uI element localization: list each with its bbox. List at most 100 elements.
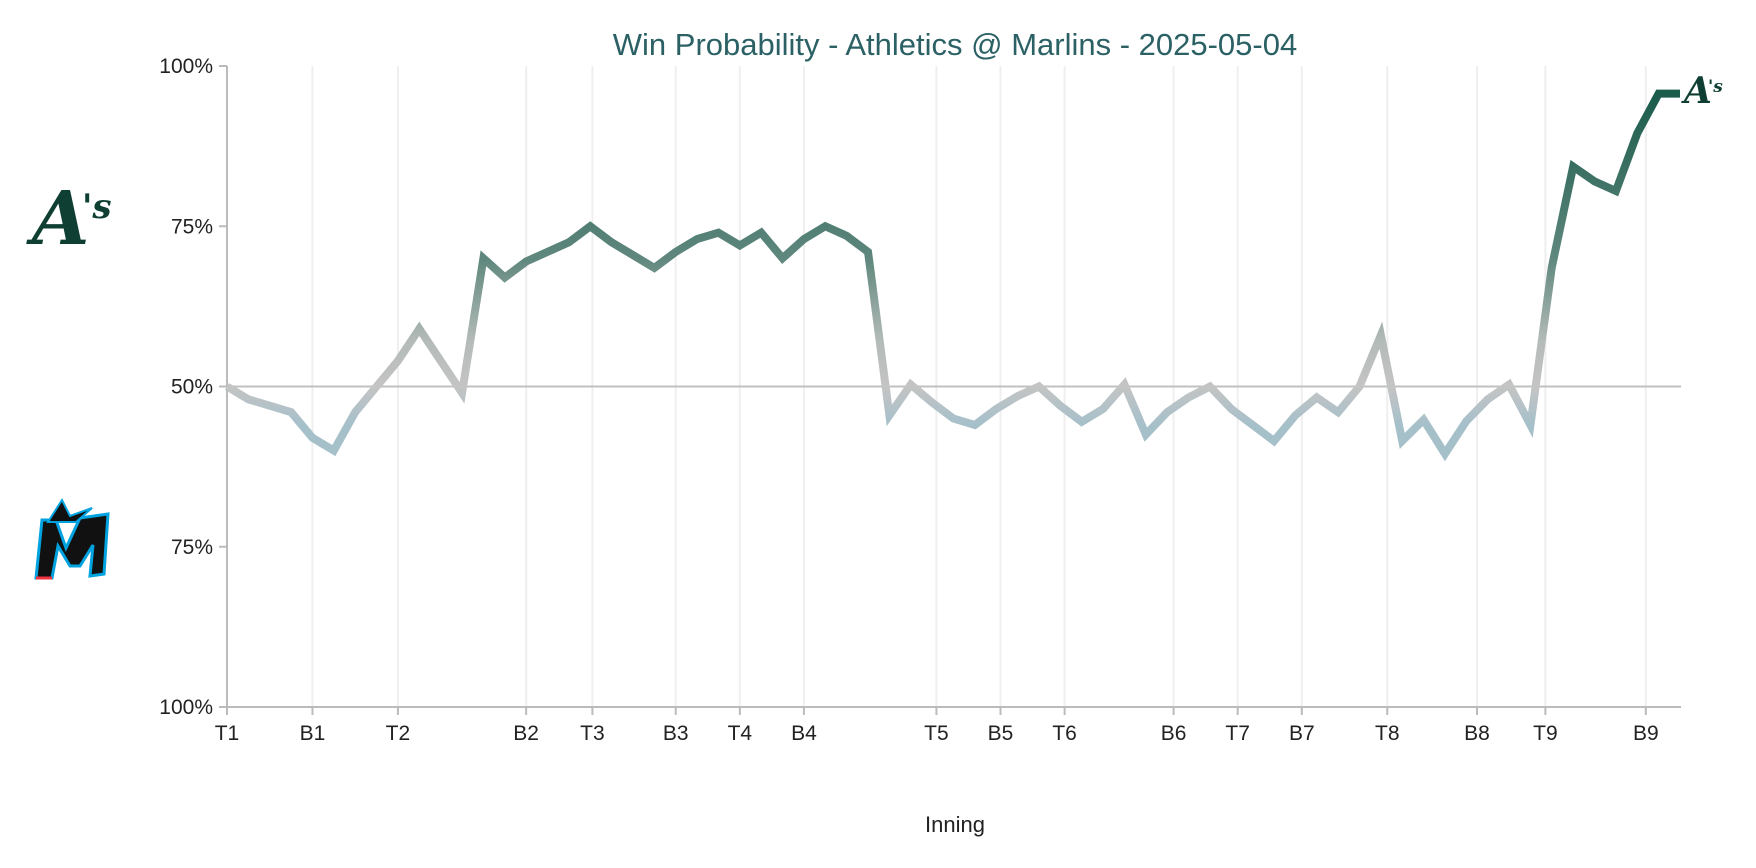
data-point <box>821 222 829 230</box>
data-point <box>1548 263 1556 271</box>
data-point <box>779 254 787 262</box>
x-tick-label: T4 <box>728 722 753 745</box>
data-point <box>522 258 530 266</box>
athletics-logo: A 's <box>26 176 112 262</box>
data-point <box>1014 392 1022 400</box>
svg-text:A: A <box>1681 70 1712 112</box>
x-tick-label: T8 <box>1375 722 1400 745</box>
data-point <box>1484 395 1492 403</box>
y-tick-label: 75% <box>171 215 213 238</box>
data-point <box>394 357 402 365</box>
data-point <box>308 434 316 442</box>
data-point <box>800 235 808 243</box>
x-tick-label: B8 <box>1464 722 1490 745</box>
data-point <box>586 222 594 230</box>
data-point <box>415 325 423 333</box>
data-point <box>1334 408 1342 416</box>
data-point <box>714 229 722 237</box>
y-tick-label: 100% <box>159 55 213 78</box>
data-point <box>1676 90 1684 98</box>
data-point <box>1505 381 1513 389</box>
data-point <box>1120 381 1128 389</box>
data-point <box>373 383 381 391</box>
data-point <box>1313 393 1321 401</box>
data-point <box>1355 383 1363 391</box>
data-point <box>458 389 466 397</box>
data-point <box>1249 421 1257 429</box>
x-tick-label: T7 <box>1225 722 1250 745</box>
data-point <box>1569 163 1577 171</box>
data-point <box>244 395 252 403</box>
chart-title: Win Probability - Athletics @ Marlins - … <box>613 27 1297 62</box>
data-point <box>885 411 893 419</box>
x-tick-label: B6 <box>1161 722 1187 745</box>
data-point <box>736 241 744 249</box>
marlins-logo <box>34 497 110 580</box>
y-tick-label: 50% <box>171 376 213 399</box>
x-tick-label: T2 <box>386 722 411 745</box>
data-point <box>501 274 509 282</box>
data-point <box>907 381 915 389</box>
data-point <box>1270 437 1278 445</box>
data-point <box>1377 331 1385 339</box>
data-point <box>693 235 701 243</box>
svg-text:'s: 's <box>82 187 112 227</box>
data-point <box>672 248 680 256</box>
data-point <box>1206 383 1214 391</box>
x-tick-label: T5 <box>924 722 949 745</box>
data-point <box>1633 129 1641 137</box>
x-tick-label: T3 <box>580 722 605 745</box>
data-point <box>1099 405 1107 413</box>
data-point <box>1612 187 1620 195</box>
x-tick-label: B1 <box>300 722 326 745</box>
x-axis-title: Inning <box>925 812 985 837</box>
data-point <box>1441 450 1449 458</box>
x-tick-label: B5 <box>988 722 1014 745</box>
data-point <box>479 254 487 262</box>
win-probability-line <box>224 89 1680 462</box>
grid <box>226 66 1681 707</box>
data-point <box>1227 405 1235 413</box>
data-point <box>1420 416 1428 424</box>
x-tick-label: T1 <box>215 722 240 745</box>
data-point <box>1398 437 1406 445</box>
data-point <box>1526 421 1534 429</box>
data-point <box>950 415 958 423</box>
data-point <box>1163 408 1171 416</box>
data-point <box>266 402 274 410</box>
data-point <box>351 408 359 416</box>
data-point <box>608 238 616 246</box>
data-point <box>544 248 552 256</box>
axes: T1 B1 T2 B2 T3 B3 T4 B4 T5 B5 T6 B6 T7 B7 T8 B8 T9 B9 100%… <box>159 55 1681 745</box>
x-tick-label: B4 <box>791 722 817 745</box>
y-tick-label: 75% <box>171 536 213 559</box>
data-point <box>992 405 1000 413</box>
data-point <box>565 238 573 246</box>
data-point <box>1462 417 1470 425</box>
data-point <box>287 408 295 416</box>
data-point <box>650 264 658 272</box>
data-point <box>437 357 445 365</box>
athletics-endpoint-logo: A 's <box>1681 70 1723 112</box>
data-point <box>971 421 979 429</box>
data-point <box>1142 431 1150 439</box>
x-tick-label: B2 <box>513 722 539 745</box>
data-point <box>1655 90 1663 98</box>
data-point <box>864 248 872 256</box>
data-point <box>1035 383 1043 391</box>
data-point <box>223 383 231 391</box>
x-tick-label: B3 <box>663 722 689 745</box>
svg-text:'s: 's <box>1708 77 1723 97</box>
svg-text:A: A <box>26 176 89 262</box>
data-point <box>1591 177 1599 185</box>
series <box>223 89 1684 462</box>
data-point <box>330 447 338 455</box>
data-point <box>928 399 936 407</box>
data-point <box>1185 393 1193 401</box>
x-tick-label: T6 <box>1052 722 1077 745</box>
data-point <box>1291 411 1299 419</box>
x-tick-label: B7 <box>1289 722 1315 745</box>
x-tick-label: B9 <box>1633 722 1659 745</box>
data-point <box>629 251 637 259</box>
